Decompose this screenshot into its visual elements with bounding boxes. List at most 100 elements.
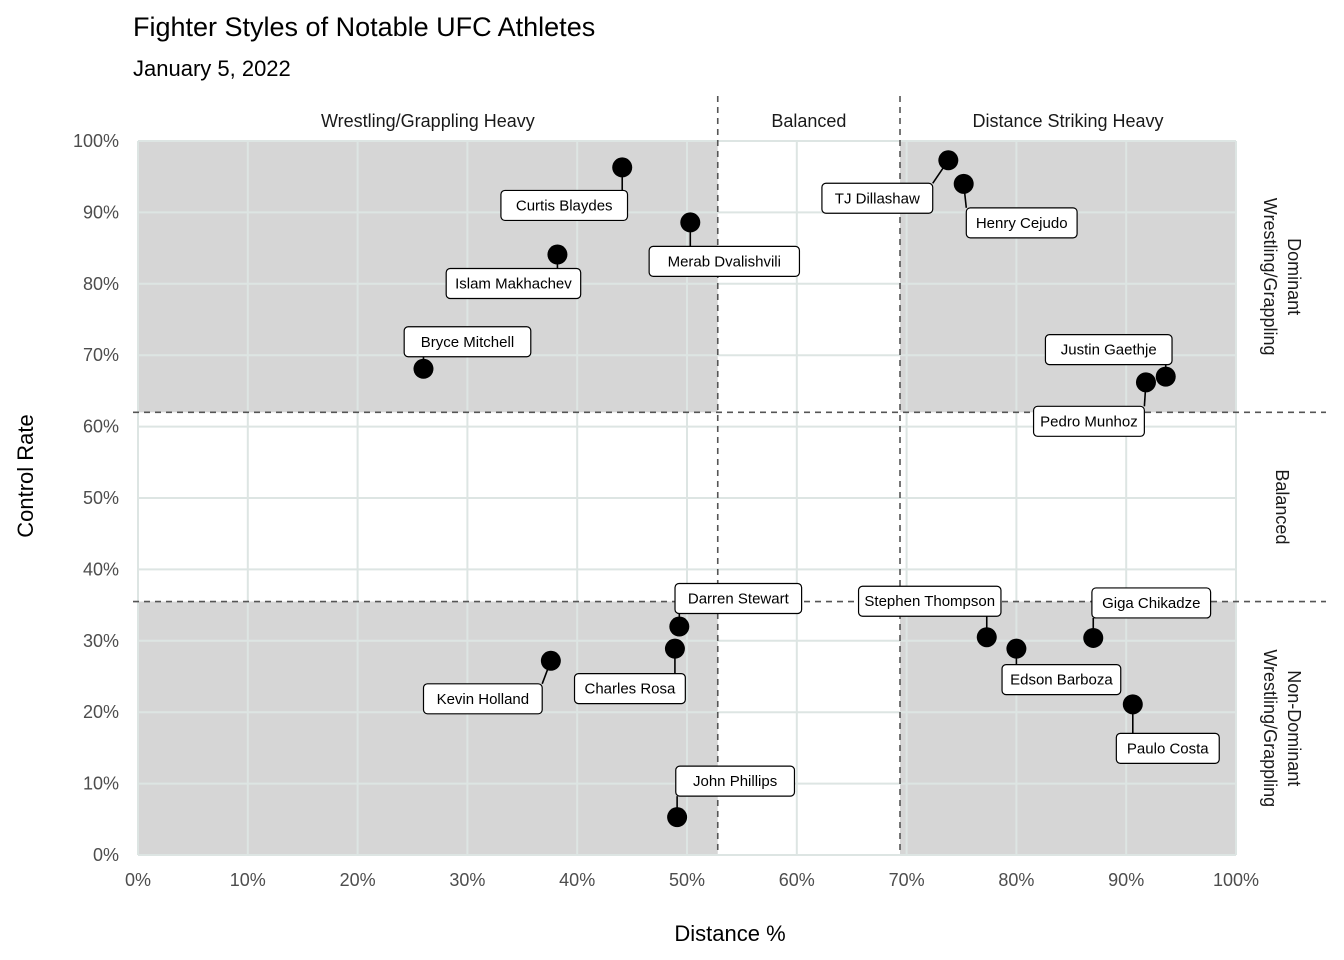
band-labels: Wrestling/Grappling Heavy Balanced Distanc… [321, 111, 1304, 807]
y-tick-label: 10% [83, 774, 119, 794]
point-label: Paulo Costa [1115, 732, 1220, 764]
point-label-text: Curtis Blaydes [516, 197, 613, 214]
grid-lines [137, 140, 1237, 856]
point-label-box [857, 585, 1002, 617]
point-label: Henry Cejudo [965, 207, 1078, 239]
point-label: Edson Barboza [1001, 664, 1122, 696]
data-point [938, 150, 959, 171]
point-label-box [965, 207, 1078, 239]
point-label: Giga Chikadze [1091, 587, 1212, 619]
point-label-box [500, 189, 629, 222]
data-point [669, 616, 690, 637]
point-label-box [1044, 334, 1173, 366]
x-tick-label: 50% [669, 870, 705, 890]
x-tick-label: 0% [125, 870, 151, 890]
y-tick-label: 60% [83, 417, 119, 437]
x-tick-label: 70% [889, 870, 925, 890]
svg-text:DominantWrestling/Grappling: DominantWrestling/Grappling [1260, 198, 1304, 356]
point-label-box [422, 683, 543, 715]
x-tick-label: 80% [998, 870, 1034, 890]
data-point [540, 650, 561, 671]
data-point [680, 212, 701, 233]
chart-subtitle: January 5, 2022 [133, 56, 291, 81]
x-tick-label: 20% [340, 870, 376, 890]
data-point [1155, 366, 1176, 387]
point-label-text: Stephen Thompson [864, 593, 995, 610]
point-label-box [1032, 405, 1145, 437]
point-label-text: Charles Rosa [584, 681, 676, 698]
point-label: John Phillips [675, 765, 796, 797]
point-label-box [445, 267, 582, 300]
shaded-region-bottom-left [138, 601, 718, 855]
point-label-box [821, 182, 934, 214]
y-band-label: Non-DominantWrestling/Grappling [1260, 649, 1304, 807]
x-tick-label: 40% [559, 870, 595, 890]
point-label: Justin Gaethje [1044, 334, 1173, 366]
point-label-box [674, 582, 803, 615]
point-label-text: Kevin Holland [437, 691, 530, 708]
y-tick-label: 30% [83, 631, 119, 651]
y-tick-label: 70% [83, 345, 119, 365]
point-label-text: Giga Chikadze [1102, 595, 1200, 612]
svg-text:Non-DominantWrestling/Grapplin: Non-DominantWrestling/Grappling [1260, 649, 1304, 807]
point-labels: Curtis Blaydes Merab Dvalishvili Islam Mak… [403, 182, 1220, 797]
point-label-box [1001, 664, 1122, 696]
x-band-label: Distance Striking Heavy [972, 111, 1163, 131]
y-axis-title: Control Rate [13, 414, 38, 538]
data-point [1006, 638, 1027, 659]
svg-text:Balanced: Balanced [1272, 469, 1292, 544]
data-point [413, 358, 434, 379]
chart-title: Fighter Styles of Notable UFC Athletes [133, 12, 595, 42]
point-label: Darren Stewart [674, 582, 803, 615]
y-tick-label: 50% [83, 488, 119, 508]
point-label-box [1091, 587, 1212, 619]
axis-ticks: 0% 10% 20% 30% 40% 50% 60% 70% 80% 90% 100% 0% 10% 20… [73, 131, 1259, 890]
point-label-box [675, 765, 796, 797]
point-label-box [1115, 732, 1220, 764]
y-tick-label: 0% [93, 845, 119, 865]
y-tick-label: 80% [83, 274, 119, 294]
quadrant-shading [138, 141, 1236, 855]
x-tick-label: 30% [449, 870, 485, 890]
data-point [953, 173, 974, 194]
point-label: Islam Makhachev [445, 267, 582, 300]
data-point [612, 157, 633, 178]
y-tick-label: 40% [83, 559, 119, 579]
data-point [1122, 694, 1143, 715]
x-tick-label: 100% [1213, 870, 1259, 890]
point-label-text: Edson Barboza [1010, 672, 1113, 689]
data-point [1135, 372, 1156, 393]
point-label: Bryce Mitchell [403, 326, 532, 358]
x-band-label: Balanced [771, 111, 846, 131]
shaded-region-top-right [900, 141, 1236, 413]
point-label: Merab Dvalishvili [648, 245, 801, 277]
data-point [547, 244, 568, 265]
shaded-region-bottom-right [900, 601, 1236, 855]
point-label-text: Bryce Mitchell [421, 334, 514, 351]
y-tick-label: 90% [83, 202, 119, 222]
point-label: TJ Dillashaw [821, 182, 934, 214]
data-point [667, 807, 688, 828]
x-axis-title: Distance % [674, 921, 785, 946]
y-band-label: DominantWrestling/Grappling [1260, 198, 1304, 356]
x-tick-label: 10% [230, 870, 266, 890]
point-label-box [648, 245, 801, 277]
data-points [413, 150, 1176, 828]
point-label-text: Paulo Costa [1127, 740, 1209, 757]
y-tick-label: 20% [83, 702, 119, 722]
data-point [1083, 627, 1104, 648]
y-band-label: Balanced [1272, 469, 1292, 544]
point-label-text: Darren Stewart [688, 591, 790, 608]
point-label-text: Pedro Munhoz [1040, 413, 1138, 430]
x-band-label: Wrestling/Grappling Heavy [321, 111, 535, 131]
y-tick-label: 100% [73, 131, 119, 151]
point-label-text: Merab Dvalishvili [668, 253, 781, 270]
point-label-text: John Phillips [693, 773, 777, 790]
point-label-box [573, 673, 686, 705]
point-label: Pedro Munhoz [1032, 405, 1145, 437]
point-label-text: TJ Dillashaw [835, 190, 920, 207]
data-point [664, 638, 685, 659]
data-point [976, 627, 997, 648]
point-label: Stephen Thompson [857, 585, 1002, 617]
